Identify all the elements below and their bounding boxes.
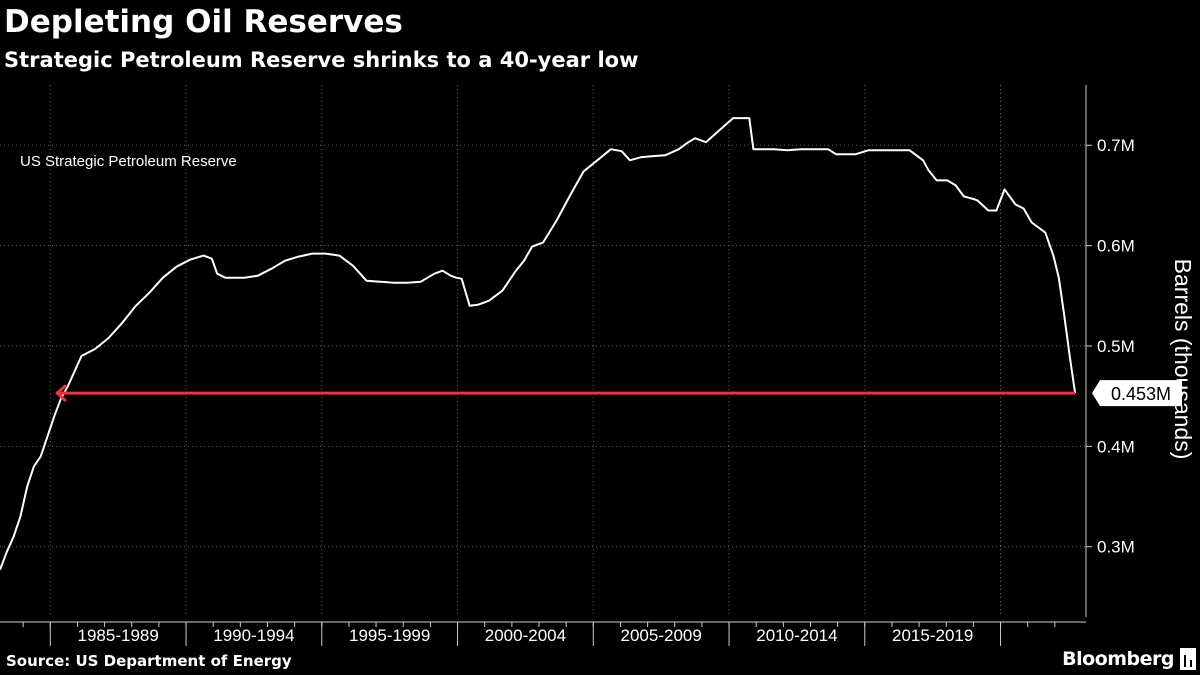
series-line bbox=[0, 117, 1077, 571]
chart-subtitle: Strategic Petroleum Reserve shrinks to a… bbox=[4, 48, 639, 72]
bloomberg-terminal-icon bbox=[1180, 648, 1196, 670]
y-tick-label: 0.4M bbox=[1097, 437, 1135, 456]
grid-lines bbox=[0, 85, 1086, 617]
last-value-label: 0.453M bbox=[1111, 384, 1171, 404]
reference-arrow-icon bbox=[55, 384, 67, 402]
y-tick-label: 0.6M bbox=[1097, 237, 1135, 256]
legend-label: US Strategic Petroleum Reserve bbox=[20, 153, 237, 170]
chart-title: Depleting Oil Reserves bbox=[4, 4, 403, 40]
reference-line-group bbox=[55, 384, 1076, 402]
x-category-label: 1990-1994 bbox=[213, 626, 294, 645]
y-tick-label: 0.3M bbox=[1097, 538, 1135, 557]
x-category-label: 2010-2014 bbox=[756, 626, 837, 645]
x-category-label: 1995-1999 bbox=[349, 626, 430, 645]
x-category-label: 1985-1989 bbox=[78, 626, 159, 645]
axes bbox=[0, 85, 1092, 646]
labels-group: 0.3M 0.4M 0.5M 0.6M 0.7M 1985-1989 1990-1994 19… bbox=[20, 136, 1196, 645]
x-category-label: 2005-2009 bbox=[621, 626, 702, 645]
x-category-label: 2000-2004 bbox=[485, 626, 566, 645]
x-category-label: 2015-2019 bbox=[892, 626, 973, 645]
last-value-box bbox=[1092, 380, 1182, 407]
source-note: Source: US Department of Energy bbox=[6, 652, 292, 670]
y-axis-title: Barrels (thousands) bbox=[1170, 259, 1196, 460]
series-group bbox=[0, 117, 1077, 571]
y-tick-label: 0.7M bbox=[1097, 136, 1135, 155]
y-tick-label: 0.5M bbox=[1097, 337, 1135, 356]
brand-name: Bloomberg bbox=[1062, 648, 1174, 670]
brand-logo[interactable]: Bloomberg bbox=[1062, 646, 1196, 672]
